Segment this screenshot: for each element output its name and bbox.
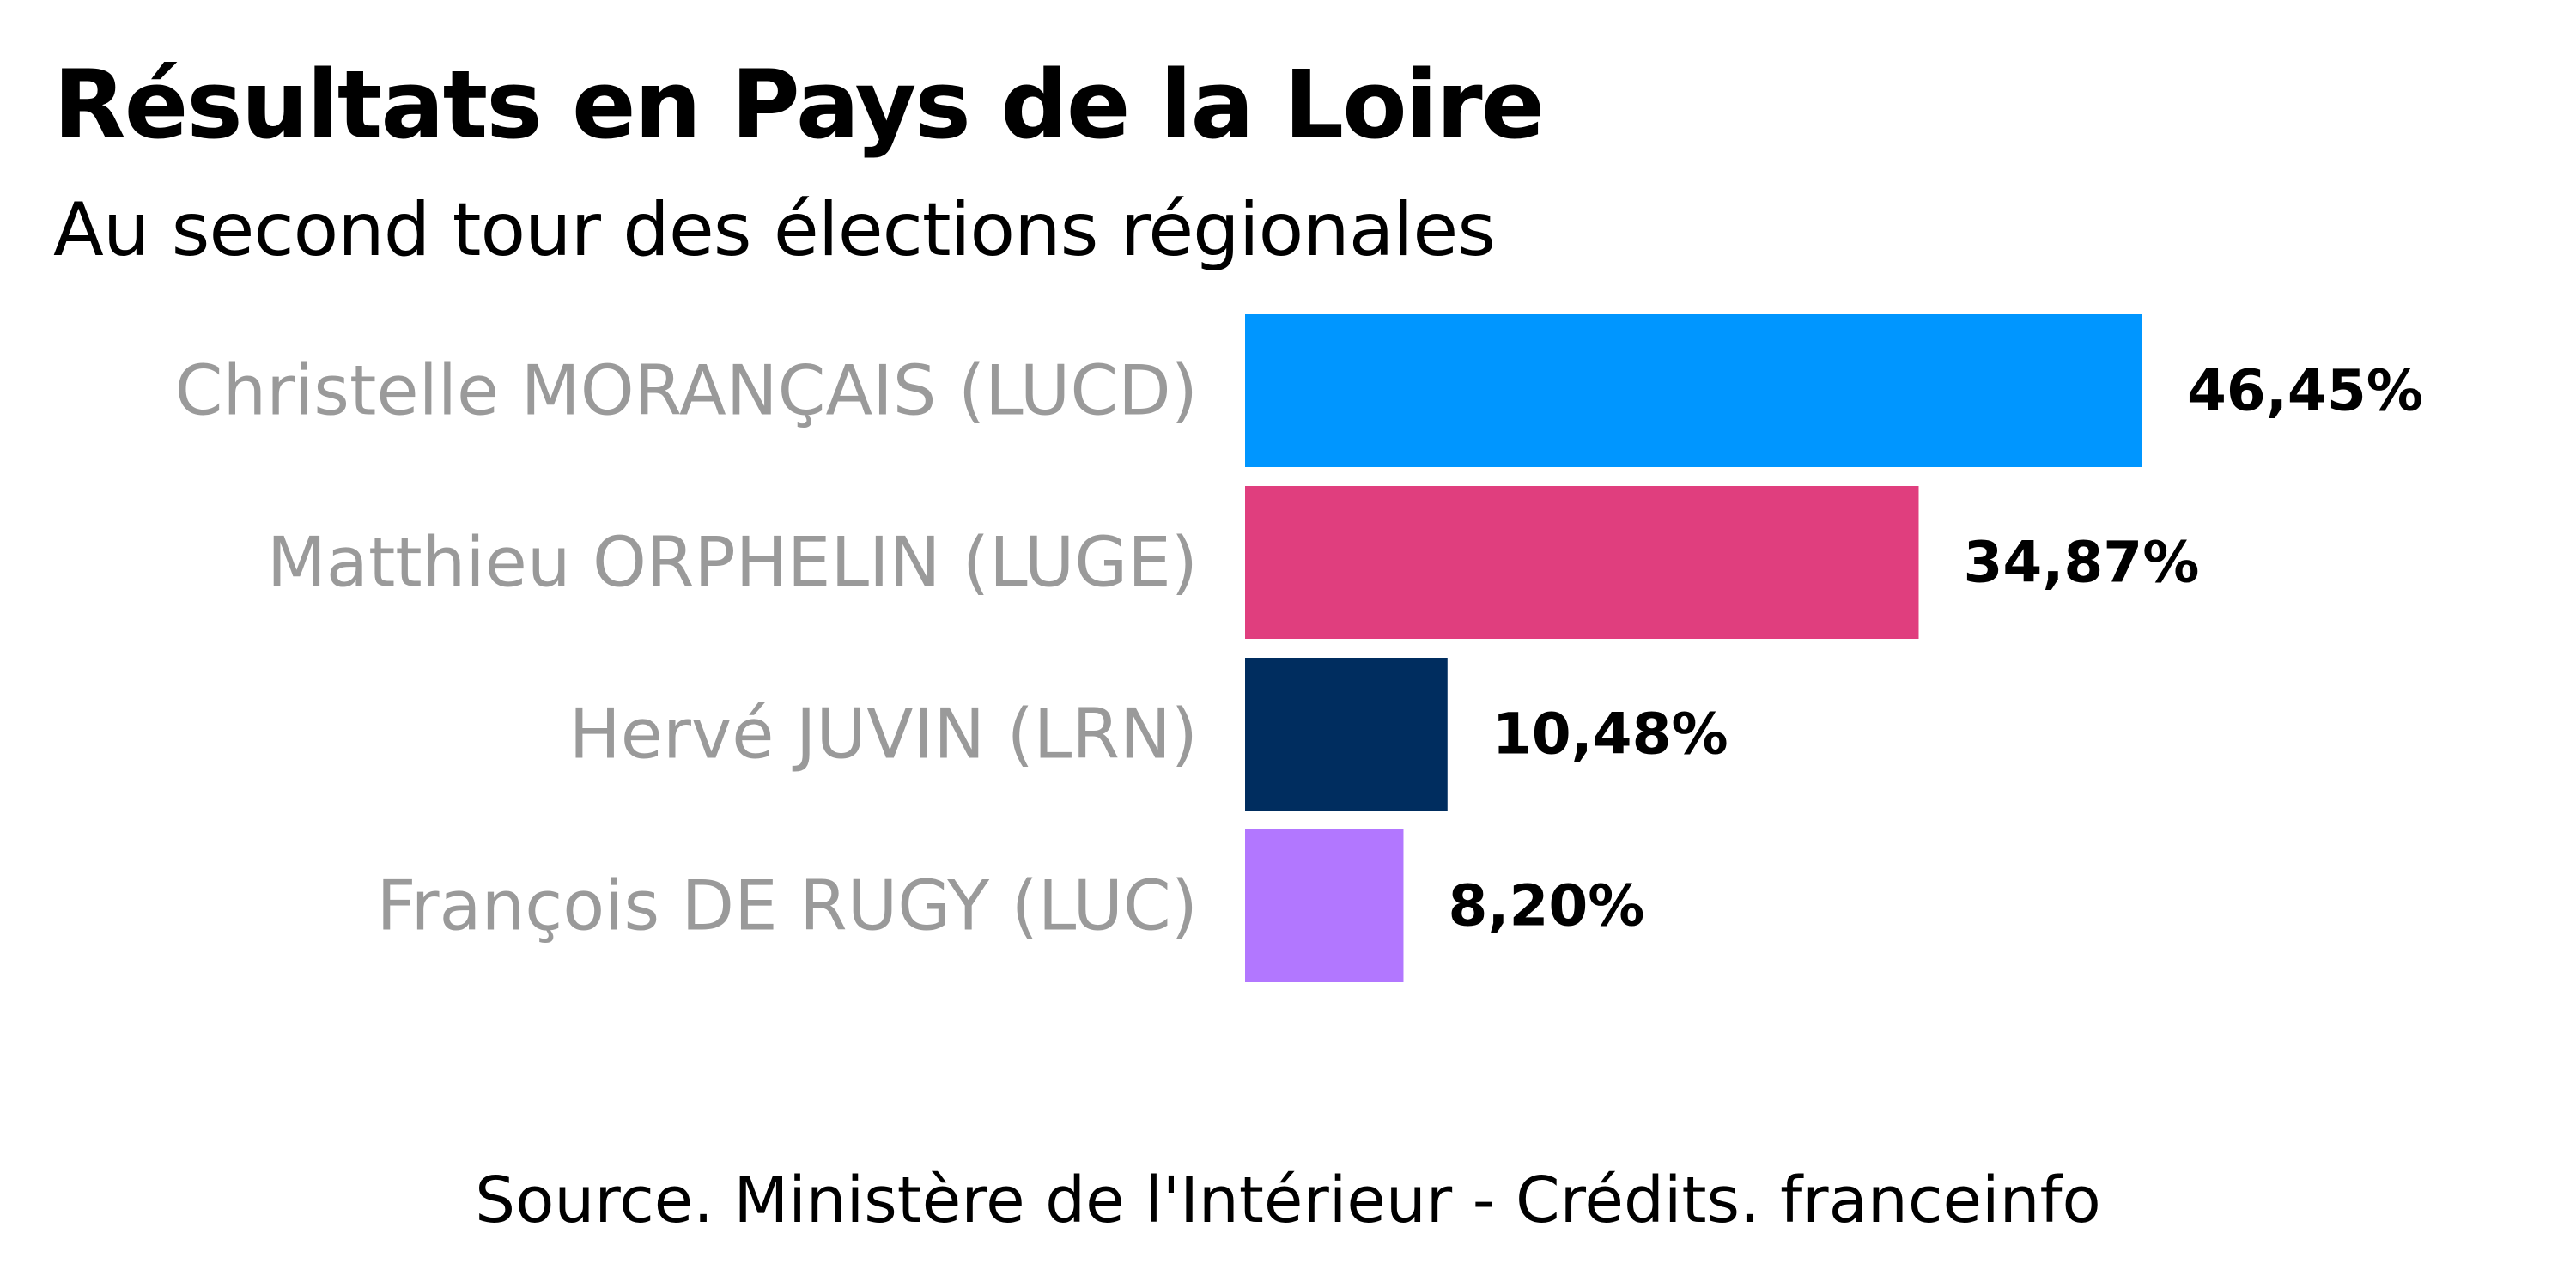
category-label-2: Matthieu ORPHELIN (LUGE) — [267, 523, 1198, 603]
bar-1 — [1245, 314, 2142, 467]
chart-title: Résultats en Pays de la Loire — [53, 50, 1545, 160]
chart-subtitle: Au second tour des élections régionales — [53, 187, 1496, 273]
source-credit: Source. Ministère de l'Intérieur - Crédi… — [475, 1163, 2101, 1237]
value-label-2: 34,87% — [1963, 530, 2199, 596]
value-label-1: 46,45% — [2187, 358, 2423, 424]
category-label-3: Hervé JUVIN (LRN) — [569, 695, 1198, 775]
bar-4 — [1245, 829, 1404, 982]
bar-chart: Christelle MORANÇAIS (LUCD) 46,45% Matthie… — [175, 314, 2423, 982]
bar-2 — [1245, 486, 1919, 639]
category-label-1: Christelle MORANÇAIS (LUCD) — [175, 351, 1198, 431]
bar-3 — [1245, 658, 1448, 811]
category-label-4: François DE RUGY (LUC) — [376, 866, 1198, 946]
value-label-4: 8,20% — [1448, 873, 1644, 939]
value-label-3: 10,48% — [1492, 702, 1728, 768]
